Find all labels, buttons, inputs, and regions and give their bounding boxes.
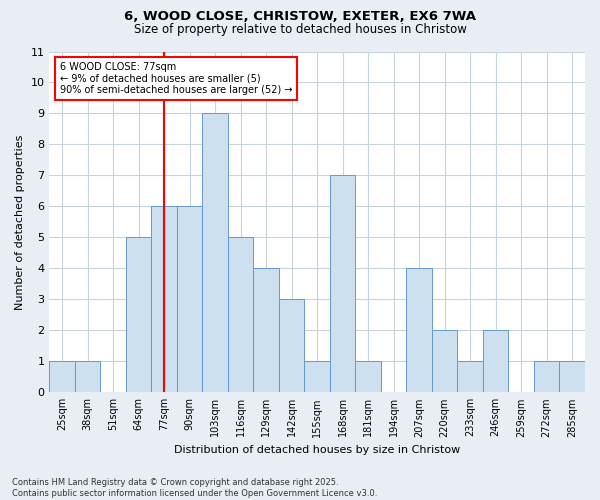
Text: Contains HM Land Registry data © Crown copyright and database right 2025.
Contai: Contains HM Land Registry data © Crown c… — [12, 478, 377, 498]
Text: 6, WOOD CLOSE, CHRISTOW, EXETER, EX6 7WA: 6, WOOD CLOSE, CHRISTOW, EXETER, EX6 7WA — [124, 10, 476, 23]
Y-axis label: Number of detached properties: Number of detached properties — [15, 134, 25, 310]
Bar — [355, 362, 381, 392]
Bar — [406, 268, 432, 392]
Bar — [202, 114, 228, 392]
Bar — [228, 238, 253, 392]
Bar — [304, 362, 330, 392]
Bar — [75, 362, 100, 392]
Bar — [49, 362, 75, 392]
Text: Size of property relative to detached houses in Christow: Size of property relative to detached ho… — [134, 22, 466, 36]
Bar — [432, 330, 457, 392]
Bar — [126, 238, 151, 392]
Bar — [330, 176, 355, 392]
Bar — [559, 362, 585, 392]
Bar — [253, 268, 279, 392]
Text: 6 WOOD CLOSE: 77sqm
← 9% of detached houses are smaller (5)
90% of semi-detached: 6 WOOD CLOSE: 77sqm ← 9% of detached hou… — [60, 62, 293, 95]
Bar — [151, 206, 177, 392]
Bar — [483, 330, 508, 392]
Bar — [279, 300, 304, 392]
Bar — [534, 362, 559, 392]
Bar — [177, 206, 202, 392]
X-axis label: Distribution of detached houses by size in Christow: Distribution of detached houses by size … — [174, 445, 460, 455]
Bar — [457, 362, 483, 392]
